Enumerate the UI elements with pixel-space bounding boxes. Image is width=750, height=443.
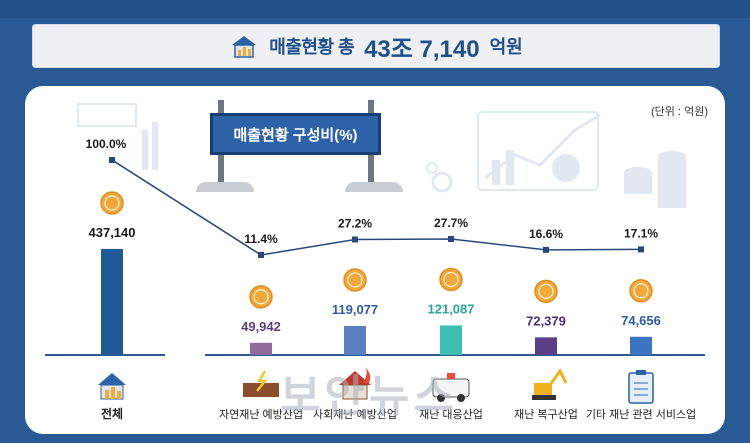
share-label-1: 11.4% bbox=[244, 232, 278, 246]
coin-icon bbox=[439, 267, 463, 292]
value-label-3: 121,087 bbox=[428, 301, 475, 316]
bar-0 bbox=[101, 249, 123, 355]
gear-icon bbox=[426, 162, 453, 193]
share-label-4: 16.6% bbox=[529, 227, 563, 241]
coin-icon bbox=[629, 279, 653, 303]
title-prefix: 매출현황 총 bbox=[269, 37, 355, 57]
share-line bbox=[111, 159, 642, 256]
growth-chart-icon bbox=[477, 111, 601, 191]
category-label-4: 재난 복구산업 bbox=[514, 408, 578, 421]
share-label-5: 17.1% bbox=[624, 226, 658, 240]
category-label-5: 기타 재난 관련 서비스업 bbox=[586, 408, 696, 421]
bar-1 bbox=[250, 342, 272, 355]
value-label-1: 49,942 bbox=[241, 319, 281, 334]
bar-5 bbox=[630, 336, 652, 355]
coin-icon bbox=[249, 285, 273, 309]
coin-icon bbox=[534, 279, 558, 304]
house-chart-icon bbox=[98, 373, 126, 400]
house-chart-icon bbox=[232, 36, 257, 58]
top-band bbox=[0, 0, 750, 18]
landslide-icon bbox=[243, 370, 279, 397]
title-bar: 매출현황 총 43조 7,140 억원 bbox=[32, 24, 720, 68]
bar-4 bbox=[535, 337, 557, 355]
category-label-0: 전체 bbox=[101, 406, 123, 421]
category-label-2: 사회재난 예방산업 bbox=[313, 408, 397, 421]
sign-base-left bbox=[196, 182, 254, 192]
title-suffix: 억원 bbox=[489, 37, 523, 57]
share-point-1 bbox=[258, 252, 264, 258]
value-label-2: 119,077 bbox=[332, 302, 378, 317]
ambulance-icon bbox=[432, 373, 470, 402]
bar-2 bbox=[344, 325, 366, 355]
share-label-3: 27.7% bbox=[434, 216, 468, 230]
bar-3 bbox=[440, 325, 462, 355]
category-label-1: 자연재난 예방산업 bbox=[219, 408, 303, 421]
value-label-0: 437,140 bbox=[89, 225, 136, 240]
category-label-3: 재난 대응산업 bbox=[419, 408, 483, 421]
value-label-4: 72,379 bbox=[526, 313, 566, 328]
share-point-4 bbox=[543, 246, 549, 253]
value-label-5: 74,656 bbox=[621, 313, 661, 328]
share-point-2 bbox=[352, 236, 358, 243]
sign-base-right bbox=[345, 182, 403, 192]
unit-label: (단위 : 억원) bbox=[651, 106, 708, 118]
share-point-3 bbox=[448, 236, 454, 242]
share-label-2: 27.2% bbox=[338, 216, 372, 230]
share-point-0 bbox=[109, 157, 115, 163]
house-fire-icon bbox=[339, 367, 371, 400]
money-stack-icon bbox=[624, 151, 686, 208]
watermark: 보안뉴스 bbox=[280, 372, 458, 421]
coin-icon bbox=[100, 191, 124, 215]
cash-icon bbox=[77, 103, 158, 170]
title-amount: 43조 7,140 bbox=[364, 35, 480, 63]
excavator-icon bbox=[532, 368, 568, 400]
share-label-0: 100.0% bbox=[86, 137, 127, 151]
share-point-5 bbox=[638, 246, 644, 253]
clipboard-icon bbox=[628, 370, 654, 404]
chart-title-sign: 매출현황 구성비(%) bbox=[210, 113, 381, 155]
coin-icon bbox=[343, 268, 367, 292]
